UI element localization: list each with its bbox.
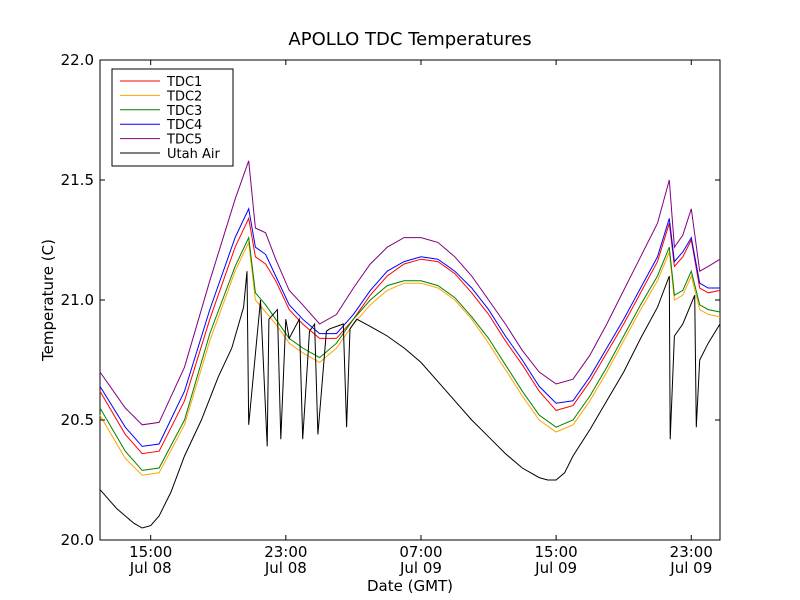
x-tick-time-label: 23:00 [670, 543, 713, 561]
chart-title: APOLLO TDC Temperatures [288, 29, 531, 50]
legend-label: TDC5 [166, 133, 202, 148]
legend-label: TDC3 [166, 104, 202, 119]
series-line-utah-air [99, 271, 721, 529]
x-tick-time-label: 23:00 [264, 543, 307, 561]
legend-frame [111, 68, 234, 167]
series-line-tdc4 [99, 207, 720, 447]
x-tick-date-label: Jul 09 [534, 559, 577, 577]
legend-label: TDC4 [166, 118, 202, 133]
series-layer [99, 160, 721, 529]
y-tick-label: 22.0 [61, 51, 94, 69]
legend-label: Utah Air [167, 147, 220, 162]
y-tick-label: 20.5 [61, 411, 94, 429]
y-tick-label: 20.0 [61, 531, 94, 549]
y-axis-label: Temperature (C) [39, 239, 57, 362]
x-tick-date-label: Jul 09 [669, 559, 712, 577]
x-tick-time-label: 15:00 [129, 543, 172, 561]
x-tick-time-label: 15:00 [535, 543, 578, 561]
x-tick-date-label: Jul 09 [399, 559, 442, 577]
x-tick-date-label: Jul 08 [129, 559, 172, 577]
x-tick-time-label: 07:00 [399, 543, 442, 561]
legend-label: TDC2 [166, 89, 202, 104]
series-line-tdc5 [99, 160, 721, 426]
series-line-tdc1 [99, 216, 721, 455]
x-tick-date-label: Jul 08 [264, 559, 307, 577]
y-tick-label: 21.0 [61, 291, 94, 309]
series-line-tdc3 [99, 235, 721, 471]
x-axis-label: Date (GMT) [367, 577, 453, 595]
tick-layer [100, 59, 720, 541]
y-tick-label: 21.5 [61, 171, 94, 189]
series-line-tdc2 [99, 240, 721, 476]
legend-label: TDC1 [166, 75, 202, 90]
